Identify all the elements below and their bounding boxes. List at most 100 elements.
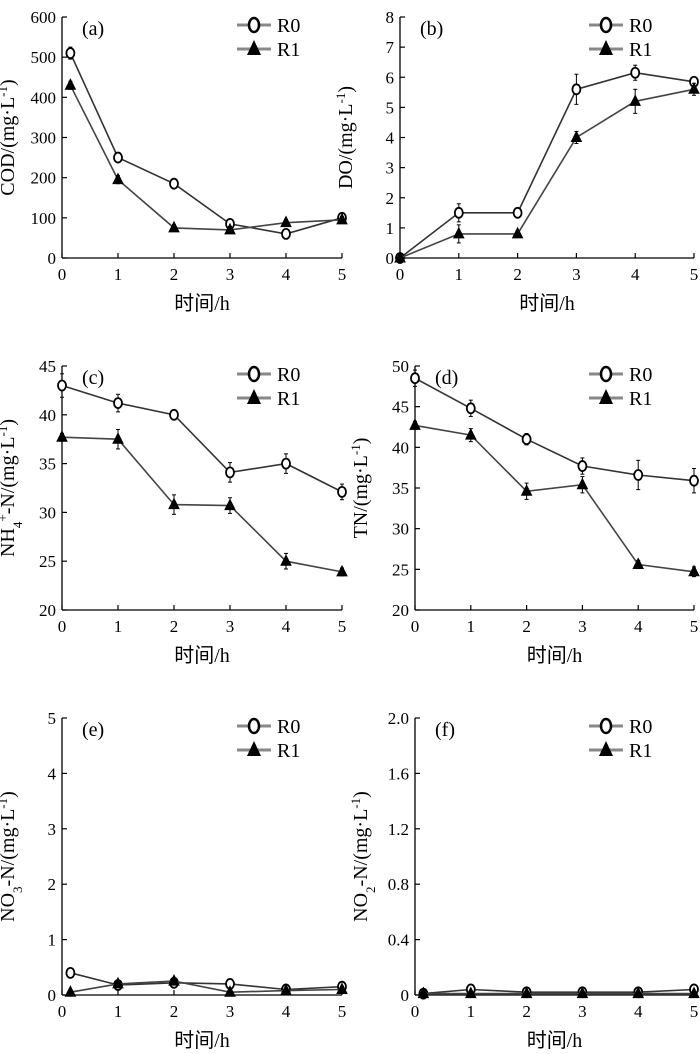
legend-label: R1 <box>629 388 652 410</box>
data-point-R1 <box>280 554 292 566</box>
x-tick-label: 3 <box>226 265 235 284</box>
data-point-R1 <box>409 418 421 430</box>
data-point-R1 <box>280 215 292 228</box>
y-tick-label: 2.0 <box>388 709 409 728</box>
x-tick-label: 2 <box>170 617 179 636</box>
data-point-R1 <box>168 974 180 986</box>
data-point-R0 <box>113 151 123 164</box>
x-tick-label: 1 <box>467 1002 476 1021</box>
x-tick-label: 1 <box>114 1002 123 1021</box>
x-tick-label: 0 <box>58 617 67 636</box>
y-tick-label: 300 <box>31 129 57 148</box>
legend-item-R0: R0 <box>237 716 300 738</box>
y-tick-label: 1.2 <box>388 820 409 839</box>
data-point-R0 <box>630 66 641 79</box>
data-point-R1 <box>464 986 477 999</box>
x-tick-label: 5 <box>338 1002 347 1021</box>
y-tick-label: 2 <box>386 189 395 208</box>
x-axis-label: 时间/h <box>174 292 230 315</box>
y-tick-label: 20 <box>392 601 409 620</box>
data-point-R1 <box>576 986 589 999</box>
x-tick-label: 1 <box>455 265 464 284</box>
legend-marker <box>247 741 261 756</box>
data-point-R1 <box>464 428 477 440</box>
x-tick-label: 1 <box>114 265 123 284</box>
data-point-R1 <box>64 985 77 997</box>
data-point-R1 <box>570 130 583 142</box>
y-tick-label: 8 <box>386 8 395 27</box>
data-point-R1 <box>688 564 700 577</box>
data-point-R1 <box>336 564 348 577</box>
data-point-R1 <box>632 986 645 999</box>
chart-panel-6: 0 0.4 0.8 1.2 1.6 2.0 0 1 2 3 4 5 时间/h NO2-N/(mg·L-1)… <box>348 709 700 1052</box>
y-tick-label: 0.4 <box>388 931 410 950</box>
legend-marker <box>599 741 613 756</box>
data-point-R1 <box>224 222 236 235</box>
y-tick-label: 1.6 <box>388 764 409 783</box>
data-point-R1 <box>64 78 77 90</box>
series-line-R0 <box>423 988 695 995</box>
x-tick-label: 0 <box>411 1002 420 1021</box>
data-point-R1 <box>336 982 348 994</box>
legend-label: R1 <box>277 39 300 61</box>
data-point-R0 <box>633 469 644 481</box>
y-tick-label: 500 <box>31 48 57 67</box>
y-tick-label: 100 <box>31 209 57 228</box>
y-tick-label: 0 <box>48 249 57 268</box>
panel-label: (a) <box>82 18 104 40</box>
y-axis-label: TN/(mg·L-1) <box>348 438 373 539</box>
data-point-R0 <box>281 457 291 470</box>
x-tick-label: 5 <box>690 1002 699 1021</box>
y-tick-label: 1 <box>386 219 395 238</box>
legend-item-R1: R1 <box>589 740 652 762</box>
legend-marker <box>599 389 613 404</box>
y-tick-label: 3 <box>48 820 57 839</box>
y-tick-label: 200 <box>31 169 57 188</box>
y-tick-label: 4 <box>386 129 395 148</box>
data-point-R1 <box>336 212 348 225</box>
data-point-R1 <box>280 983 292 996</box>
y-axis-label: NO2-N/(mg·L-1) <box>348 791 378 922</box>
legend-item-R0: R0 <box>589 15 652 37</box>
data-point-R1 <box>112 432 124 444</box>
y-tick-label: 4 <box>48 764 57 783</box>
data-point-R1 <box>112 976 124 989</box>
data-point-R1 <box>452 226 465 239</box>
x-axis-label: 时间/h <box>527 1029 583 1052</box>
x-tick-label: 2 <box>522 617 531 636</box>
y-tick-label: 0 <box>386 249 395 268</box>
data-point-R0 <box>113 397 123 409</box>
y-tick-label: 45 <box>392 398 409 417</box>
data-point-R0 <box>57 379 67 392</box>
y-tick-label: 40 <box>392 438 409 457</box>
legend-item-R1: R1 <box>237 740 300 762</box>
panel-label: (d) <box>435 367 458 389</box>
panel-label: (b) <box>420 18 443 40</box>
x-tick-label: 0 <box>396 265 405 284</box>
data-point-R0 <box>465 402 476 415</box>
y-tick-label: 1 <box>48 931 57 950</box>
x-tick-label: 2 <box>513 265 522 284</box>
legend-label: R0 <box>629 716 652 738</box>
legend-label: R0 <box>277 15 300 37</box>
y-tick-label: 600 <box>31 8 57 27</box>
x-tick-label: 4 <box>634 1002 643 1021</box>
panel-label: (e) <box>82 719 104 741</box>
data-point-R0 <box>169 177 179 190</box>
legend-marker <box>247 717 261 735</box>
y-tick-label: 25 <box>39 552 56 571</box>
y-tick-label: 5 <box>48 709 57 728</box>
x-tick-label: 3 <box>578 1002 587 1021</box>
data-point-R1 <box>520 484 533 496</box>
y-tick-label: 30 <box>392 520 409 539</box>
x-tick-label: 3 <box>578 617 587 636</box>
data-point-R1 <box>511 226 524 239</box>
x-tick-label: 4 <box>282 265 291 284</box>
series-line-R0 <box>69 52 343 235</box>
data-point-R0 <box>65 966 76 979</box>
y-tick-label: 35 <box>39 455 56 474</box>
data-point-R1 <box>112 172 124 185</box>
y-tick-label: 400 <box>31 88 57 107</box>
